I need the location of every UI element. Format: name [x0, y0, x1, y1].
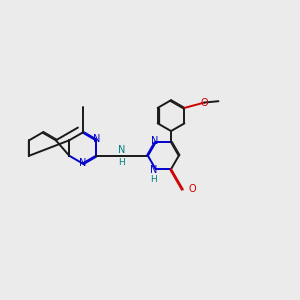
Text: N: N: [150, 165, 157, 175]
Text: O: O: [201, 98, 208, 107]
Text: H: H: [150, 175, 157, 184]
Text: O: O: [189, 184, 196, 194]
Text: N: N: [118, 145, 126, 155]
Text: N: N: [151, 136, 158, 146]
Text: N: N: [79, 158, 86, 169]
Text: H: H: [118, 158, 125, 167]
Text: N: N: [93, 134, 101, 144]
